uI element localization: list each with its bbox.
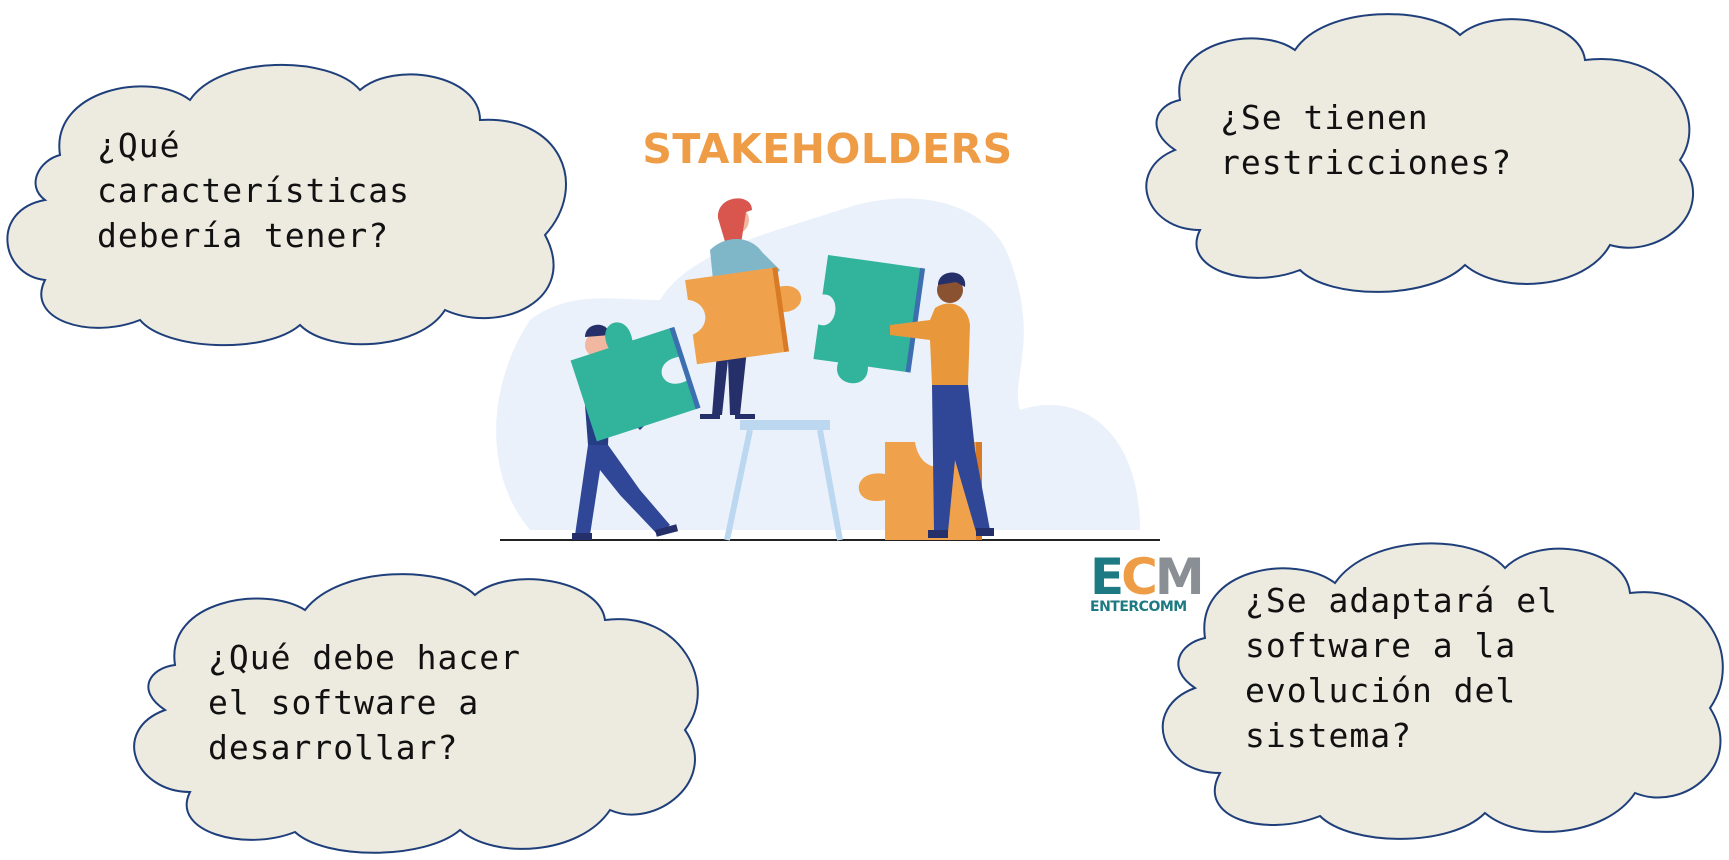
page-title: STAKEHOLDERS: [642, 125, 1013, 173]
thought-cloud-what-to-do: ¿Qué debe hacer el software a desarrolla…: [110, 560, 705, 860]
ecm-logo: ECM ENTERCOMM: [1090, 552, 1210, 615]
cloud-shape-icon: [133, 573, 699, 854]
logo-letters: ECM: [1090, 552, 1210, 602]
teal-puzzle-piece-left: [570, 322, 701, 442]
cloud-question-text: ¿Se adaptará el software a la evolución …: [1245, 581, 1559, 755]
logo-letter-m: M: [1154, 548, 1205, 606]
thought-cloud-restrictions: ¿Se tienen restricciones?: [1120, 0, 1705, 300]
cloud-question-text: ¿Qué debe hacer el software a desarrolla…: [208, 638, 522, 767]
cloud-shape-icon: [1145, 13, 1695, 293]
teal-puzzle-piece-right: [813, 254, 926, 384]
cloud-shape-icon: [6, 63, 567, 347]
illustration-canvas: [496, 198, 1160, 541]
logo-letter-c: C: [1121, 548, 1158, 606]
thought-cloud-features: ¿Qué características debería tener?: [0, 45, 580, 350]
thought-cloud-evolution: ¿Se adaptará el software a la evolución …: [1145, 528, 1725, 848]
stool: [724, 420, 843, 541]
cloud-question-text: ¿Se tienen restricciones?: [1220, 98, 1513, 182]
orange-puzzle-piece-center: [685, 267, 802, 365]
logo-letter-e: E: [1090, 548, 1124, 606]
logo-subtitle: ENTERCOMM: [1090, 599, 1187, 615]
puzzle-team-illustration: [490, 190, 1170, 554]
cloud-question-text: ¿Qué características debería tener?: [97, 126, 411, 255]
cloud-shape-icon: [1161, 542, 1724, 840]
man-holding-teal-piece: [890, 272, 994, 538]
